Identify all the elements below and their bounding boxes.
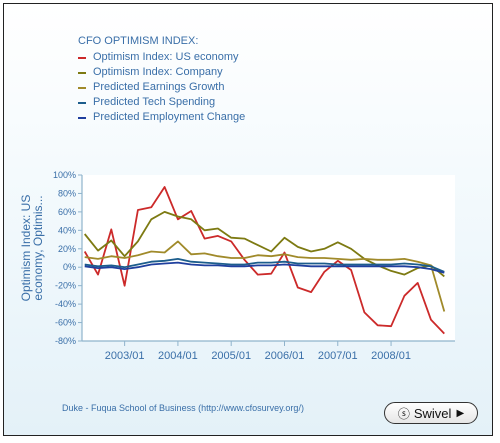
legend-swatch xyxy=(78,71,86,74)
y-tick-label: 20% xyxy=(58,244,76,254)
y-tick-label: -40% xyxy=(55,299,76,309)
legend-item-employment-change[interactable]: Predicted Employment Change xyxy=(78,110,245,125)
x-tick-label: 2005/01 xyxy=(211,350,251,362)
y-tick-label: 100% xyxy=(53,170,76,180)
legend-swatch xyxy=(78,116,86,119)
series-line-0 xyxy=(83,186,445,335)
series-line-2 xyxy=(84,240,446,312)
legend-label: Optimism Index: Company xyxy=(93,66,223,78)
x-tick-label: 2006/01 xyxy=(265,350,305,362)
y-tick-label: 40% xyxy=(58,225,76,235)
y-tick-label: -80% xyxy=(55,336,76,346)
source-credit[interactable]: Duke - Fuqua School of Business (http://… xyxy=(62,403,304,413)
y-tick-label: -60% xyxy=(55,318,76,328)
legend-label: Optimism Index: US economy xyxy=(93,51,239,63)
play-arrow-icon: ▶ xyxy=(456,407,465,419)
y-tick-label: 0% xyxy=(63,262,76,272)
swivel-button[interactable]: ⓢ Swivel ▶ xyxy=(384,402,478,424)
legend-swatch xyxy=(78,101,86,104)
y-tick-label: 80% xyxy=(58,188,76,198)
legend-swatch xyxy=(78,56,86,59)
legend-label: Predicted Employment Change xyxy=(93,111,246,123)
legend-label: Predicted Earnings Growth xyxy=(93,81,225,93)
legend-swatch xyxy=(78,86,86,89)
y-tick-label: 60% xyxy=(58,207,76,217)
y-tick-label: -20% xyxy=(55,281,76,291)
legend-item-earnings-growth[interactable]: Predicted Earnings Growth xyxy=(78,80,245,95)
series-line-1 xyxy=(83,210,445,278)
swivel-label: Swivel xyxy=(413,405,452,421)
plot-area xyxy=(82,175,455,341)
legend-item-company[interactable]: Optimism Index: Company xyxy=(78,65,245,80)
series-line-4 xyxy=(84,261,445,274)
series-line-3 xyxy=(84,257,445,273)
x-tick-label: 2008/01 xyxy=(371,350,411,362)
legend-item-tech-spending[interactable]: Predicted Tech Spending xyxy=(78,95,245,110)
x-tick-label: 2004/01 xyxy=(158,350,198,362)
x-tick-label: 2003/01 xyxy=(105,350,145,362)
swivel-logo-icon: ⓢ xyxy=(397,406,410,421)
legend-label: Predicted Tech Spending xyxy=(93,96,216,108)
legend: CFO OPTIMISM INDEX: Optimism Index: US e… xyxy=(78,34,245,125)
chart-title: CFO OPTIMISM INDEX: xyxy=(78,35,199,47)
x-tick-label: 2007/01 xyxy=(318,350,358,362)
legend-item-us-economy[interactable]: Optimism Index: US economy xyxy=(78,50,245,65)
